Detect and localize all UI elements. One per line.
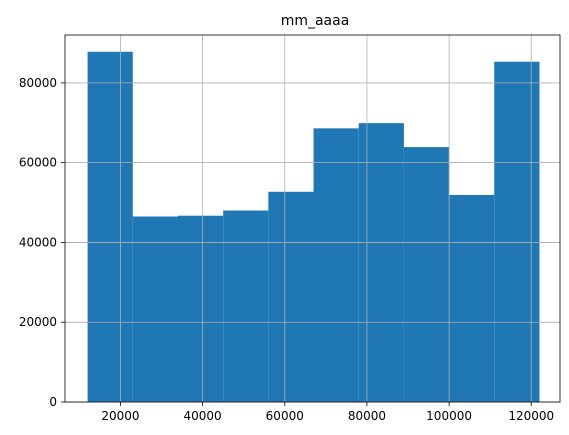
histogram-bar (223, 210, 269, 402)
histogram-bar (403, 147, 450, 402)
x-tick-label: 40000 (184, 409, 222, 423)
y-tick-label: 20000 (19, 315, 57, 329)
y-tick-label: 40000 (19, 235, 57, 249)
x-tick-labels: 20000 40000 60000 80000 100000 120000 (101, 409, 554, 423)
x-tick-label: 60000 (266, 409, 304, 423)
x-tick-label: 100000 (426, 409, 472, 423)
plot-frame (64, 34, 561, 403)
y-tick-labels: 0 20000 40000 60000 80000 (19, 76, 57, 409)
histogram-bar (358, 123, 404, 402)
histogram-bar (132, 216, 178, 402)
histogram-bar (177, 215, 224, 402)
y-tick-label: 60000 (19, 156, 57, 170)
histogram-bar (449, 194, 495, 402)
y-tick-label: 80000 (19, 76, 57, 90)
x-tick-label: 80000 (348, 409, 386, 423)
chart-title: mm_aaaa (281, 13, 350, 29)
histogram-bar (494, 61, 540, 402)
x-tick-label: 20000 (101, 409, 139, 423)
histogram-bar (268, 191, 314, 402)
axes-layer (61, 34, 561, 406)
histogram-bar (87, 51, 133, 403)
y-tick-label: 0 (49, 395, 57, 409)
x-tick-label: 120000 (508, 409, 554, 423)
bars-layer (87, 51, 540, 403)
histogram-bar (313, 128, 359, 403)
